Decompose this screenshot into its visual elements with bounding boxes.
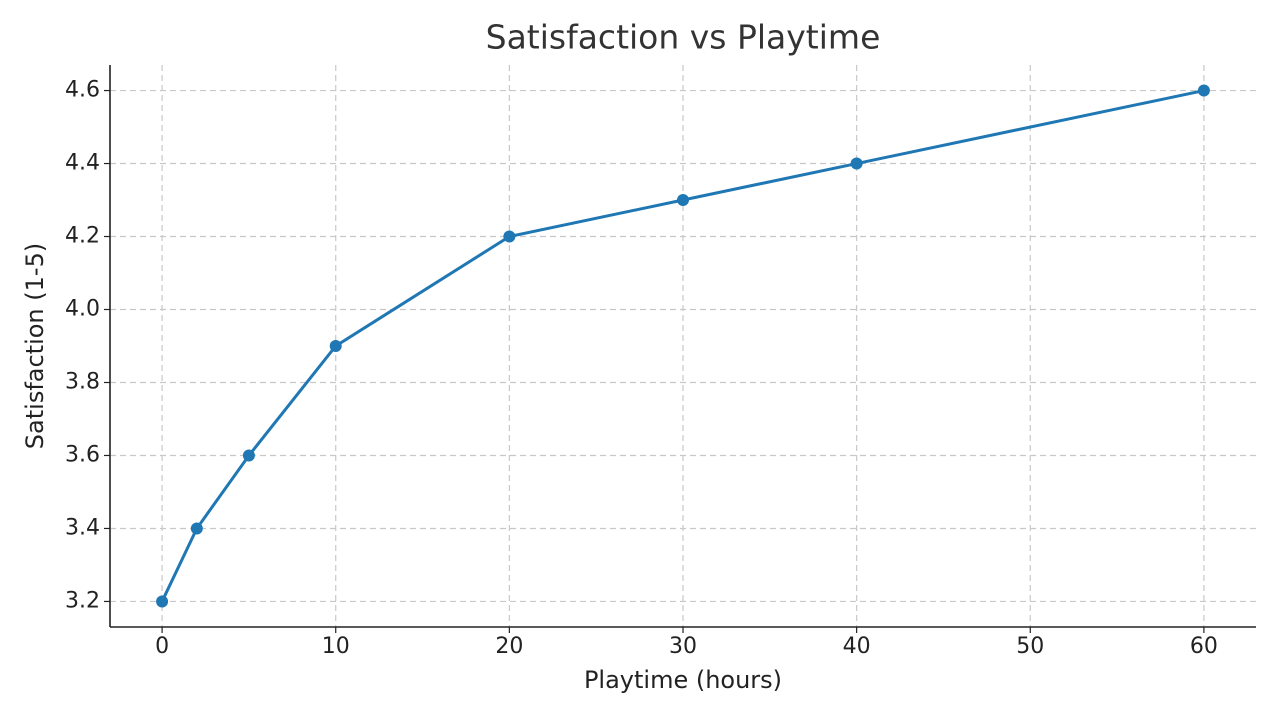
x-tick-label: 30 <box>669 634 697 659</box>
y-tick-label: 4.0 <box>65 297 100 322</box>
y-tick-label: 4.2 <box>65 224 100 249</box>
data-point <box>850 157 863 170</box>
x-tick-label: 0 <box>155 634 169 659</box>
x-tick-label: 40 <box>843 634 871 659</box>
data-point <box>329 340 342 352</box>
data-point <box>1197 84 1210 97</box>
chart-title: Satisfaction vs Playtime <box>486 18 881 57</box>
data-point <box>242 449 255 462</box>
y-tick-label: 3.4 <box>65 515 100 540</box>
data-point <box>503 230 516 243</box>
y-tick-label: 4.4 <box>65 151 100 176</box>
y-tick-label: 3.2 <box>65 588 100 613</box>
data-point <box>190 522 203 535</box>
data-point <box>156 595 169 608</box>
data-point <box>677 194 689 207</box>
y-tick-label: 4.6 <box>65 78 100 103</box>
x-tick-label: 10 <box>322 634 350 659</box>
x-tick-label: 20 <box>495 634 523 659</box>
data-line <box>160 89 1205 603</box>
x-tick-label: 60 <box>1190 634 1218 659</box>
y-axis-label: Satisfaction (1-5) <box>21 243 49 449</box>
y-tick-label: 3.8 <box>65 369 100 394</box>
y-tick-label: 3.6 <box>65 442 100 467</box>
x-axis-label: Playtime (hours) <box>584 666 782 694</box>
x-tick-label: 50 <box>1016 634 1044 659</box>
